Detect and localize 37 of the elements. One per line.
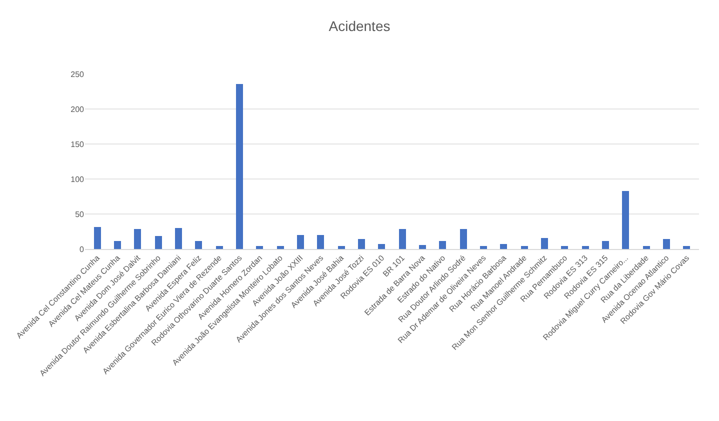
bar xyxy=(358,239,365,249)
y-tick-label: 250 xyxy=(70,70,85,79)
bar xyxy=(582,246,589,249)
y-tick-label: 100 xyxy=(70,174,85,184)
bar xyxy=(195,241,202,249)
bar xyxy=(460,229,467,249)
bar xyxy=(256,246,263,249)
bar xyxy=(338,246,345,249)
bar xyxy=(602,241,609,249)
y-tick-label: 150 xyxy=(70,140,85,149)
bar xyxy=(216,246,223,249)
chart-title: Acidentes xyxy=(328,18,390,34)
bar xyxy=(541,238,548,249)
bar xyxy=(175,228,182,249)
bar xyxy=(500,244,507,249)
bar xyxy=(378,244,385,249)
bar xyxy=(643,246,650,249)
y-tick-label: 0 xyxy=(80,244,85,254)
bar xyxy=(480,246,487,249)
bar xyxy=(399,229,406,249)
bar xyxy=(521,246,528,249)
bar xyxy=(561,246,568,249)
bar xyxy=(683,246,690,249)
bar xyxy=(297,235,304,249)
bar xyxy=(439,241,446,249)
bar xyxy=(317,235,324,249)
bar xyxy=(277,246,284,249)
bar xyxy=(663,239,670,249)
bar xyxy=(94,227,101,249)
y-tick-label: 200 xyxy=(70,104,85,114)
bar xyxy=(134,229,141,249)
bar xyxy=(155,236,162,249)
bar xyxy=(236,84,243,249)
y-tick-label: 50 xyxy=(75,210,85,219)
bar xyxy=(114,241,121,249)
bar xyxy=(622,191,629,249)
bar xyxy=(419,245,426,249)
